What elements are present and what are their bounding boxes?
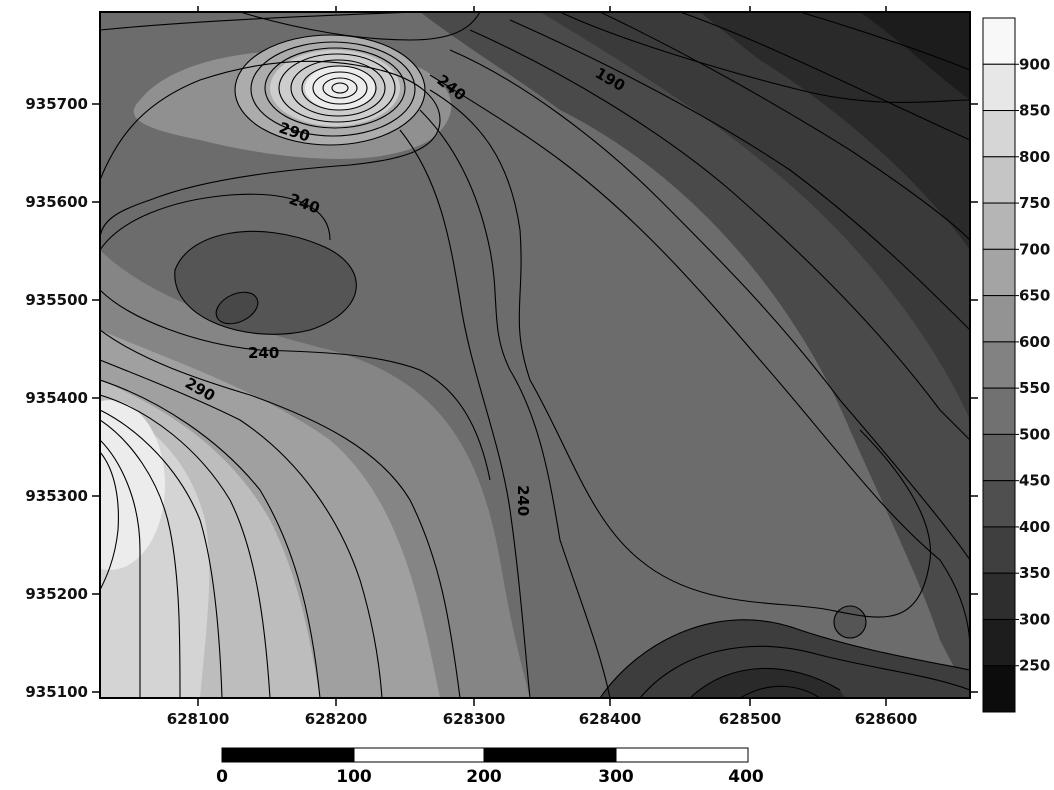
low-value-pocket-center — [216, 292, 258, 324]
contour-label: 240 — [248, 344, 279, 362]
x-tick-label: 628300 — [443, 710, 506, 728]
y-tick-label: 935600 — [25, 193, 88, 211]
color-scale-legend: 900 850 800 750 700 650 600 550 500 450 400 350 300 2… — [982, 17, 1050, 713]
y-tick-label: 935700 — [25, 95, 88, 113]
y-tick-label: 935300 — [25, 487, 88, 505]
legend-label: 550 — [1019, 379, 1050, 397]
x-axis-labels: 628100 628200 628300 628400 628500 62860… — [167, 710, 918, 728]
x-tick-label: 628600 — [855, 710, 918, 728]
legend-color-band — [982, 526, 1016, 574]
scale-bar-label: 300 — [598, 767, 634, 787]
legend-label: 400 — [1019, 518, 1050, 536]
scale-bar-segment — [483, 747, 617, 763]
scale-bar: 0 100 200 300 400 — [216, 747, 764, 787]
legend-color-band — [982, 63, 1016, 112]
low-value-pocket-south — [834, 606, 866, 638]
legend-color-band — [982, 618, 1016, 667]
peak-region-north — [305, 66, 375, 110]
y-tick-label: 935200 — [25, 585, 88, 603]
x-tick-label: 628400 — [579, 710, 642, 728]
legend-label: 250 — [1019, 657, 1050, 675]
legend-color-band — [982, 110, 1016, 158]
legend-color-band — [982, 156, 1016, 204]
contour-plot: 240 190 290 240 240 290 240 — [100, 12, 970, 698]
legend-color-band — [982, 17, 1016, 65]
y-tick-label: 935400 — [25, 389, 88, 407]
legend-color-band — [982, 341, 1016, 389]
axis-ticks — [92, 6, 978, 706]
scale-bar-segment — [221, 747, 355, 763]
contour-lines — [100, 12, 970, 698]
legend-label: 650 — [1019, 287, 1050, 305]
legend-label: 500 — [1019, 425, 1050, 443]
x-tick-label: 628100 — [167, 710, 230, 728]
y-tick-label: 935100 — [25, 683, 88, 701]
corner-low-region — [860, 12, 970, 100]
scale-bar-segment — [615, 747, 749, 763]
scale-bar-label: 0 — [216, 767, 228, 787]
legend-label: 900 — [1019, 55, 1050, 73]
contour-label: 240 — [514, 485, 532, 516]
legend-color-band — [982, 433, 1016, 482]
low-value-region-south — [600, 619, 970, 698]
y-axis-labels: 935700 935600 935500 935400 935300 93520… — [25, 95, 88, 701]
legend-color-band — [982, 665, 1016, 713]
legend-label: 750 — [1019, 194, 1050, 212]
x-tick-label: 628200 — [305, 710, 368, 728]
legend-label: 350 — [1019, 564, 1050, 582]
plot-frame — [99, 11, 971, 699]
scale-bar-label: 200 — [466, 767, 502, 787]
scale-bar-label: 400 — [728, 767, 764, 787]
legend-color-band — [982, 387, 1016, 435]
legend-label: 850 — [1019, 102, 1050, 120]
lowest-value-region-northeast — [700, 12, 970, 250]
legend-label: 800 — [1019, 148, 1050, 166]
legend-color-band — [982, 202, 1016, 250]
legend-label: 450 — [1019, 472, 1050, 490]
scale-bar-segment — [353, 747, 485, 763]
legend-color-band — [982, 248, 1016, 297]
scale-bar-label: 100 — [336, 767, 372, 787]
y-tick-label: 935500 — [25, 291, 88, 309]
peak-region-west — [100, 400, 165, 570]
legend-color-band — [982, 295, 1016, 343]
legend-label: 300 — [1019, 610, 1050, 628]
legend-label: 600 — [1019, 333, 1050, 351]
legend-label: 700 — [1019, 240, 1050, 258]
legend-color-band — [982, 480, 1016, 528]
x-tick-label: 628500 — [719, 710, 782, 728]
legend-color-band — [982, 572, 1016, 620]
